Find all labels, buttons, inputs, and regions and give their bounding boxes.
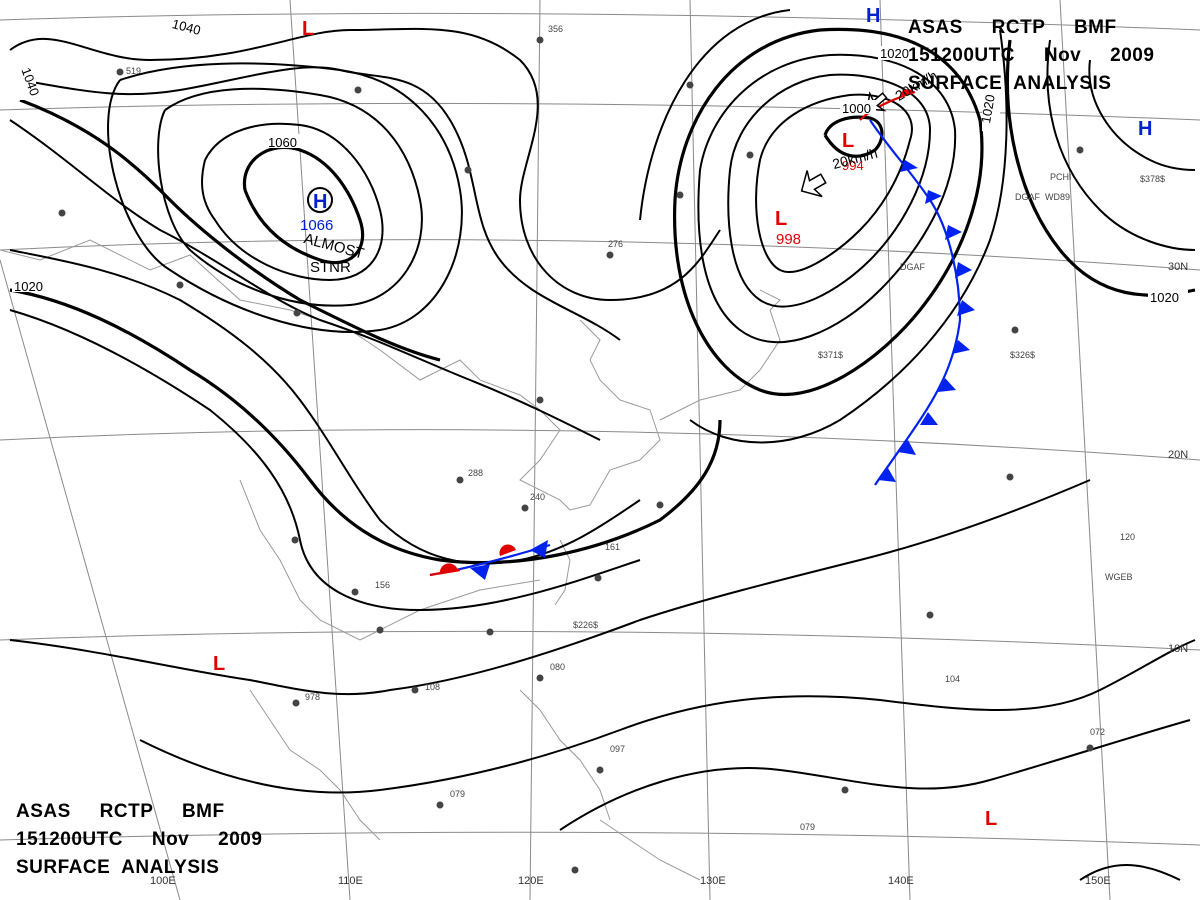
high-center-note: STNR xyxy=(310,259,351,276)
isobar-label: 1020 xyxy=(14,279,43,294)
svg-text:276: 276 xyxy=(608,239,623,249)
station-code: $378$ xyxy=(1140,174,1165,184)
svg-text:288: 288 xyxy=(468,468,483,478)
station-codes: DGAF DGAF PCHI WD89 WGEB $371$ $378$ $32… xyxy=(573,172,1165,630)
station-plots: 519 356 276 288 240 161 156 978 108 080 097 07… xyxy=(58,24,1135,874)
svg-text:156: 156 xyxy=(375,580,390,590)
station-code: $226$ xyxy=(573,620,598,630)
svg-text:120: 120 xyxy=(1120,532,1135,542)
isobar-label: 1020 xyxy=(880,46,909,61)
station-code: $326$ xyxy=(1010,350,1035,360)
high-center-symbol: H xyxy=(1138,118,1152,140)
station-code: DGAF xyxy=(1015,192,1041,202)
low-center-symbol: L xyxy=(775,208,787,230)
low-center-symbol: L xyxy=(213,653,225,675)
isobar-label: 1020 xyxy=(978,93,998,124)
station-code: PCHI xyxy=(1050,172,1072,182)
isobar-label: 1020 xyxy=(1150,290,1179,305)
station-code: DGAF xyxy=(900,262,926,272)
longitude-label: 130E xyxy=(700,875,726,887)
header-line-3: SURFACE ANALYSIS xyxy=(16,857,220,878)
grid-labels: 30N 20N 10N 100E 110E 120E 130E 140E 150… xyxy=(150,261,1188,887)
longitude-label: 120E xyxy=(518,875,544,887)
low-center-symbol: L xyxy=(985,808,997,830)
svg-text:097: 097 xyxy=(610,744,625,754)
isobar-labels: 1040 1040 1060 1020 1000 1020 1020 1020 xyxy=(12,16,1188,305)
svg-text:108: 108 xyxy=(425,682,440,692)
high-center-symbol: H xyxy=(866,5,880,27)
isobars xyxy=(9,9,1196,881)
svg-text:978: 978 xyxy=(305,692,320,702)
low-center-value: 994 xyxy=(842,158,864,173)
latitude-label: 10N xyxy=(1168,643,1188,655)
longitude-label: 110E xyxy=(338,875,363,887)
header-line-2: 151200UTC Nov 2009 xyxy=(908,45,1155,66)
svg-text:240: 240 xyxy=(530,492,545,502)
svg-text:161: 161 xyxy=(605,542,620,552)
svg-text:079: 079 xyxy=(800,822,815,832)
station-code: $371$ xyxy=(818,350,843,360)
low-center-symbol: L xyxy=(302,18,314,40)
svg-text:079: 079 xyxy=(450,789,465,799)
high-center-symbol: H xyxy=(313,191,327,213)
svg-text:104: 104 xyxy=(945,674,960,684)
svg-text:072: 072 xyxy=(1090,727,1105,737)
latitude-label: 20N xyxy=(1168,449,1188,461)
header-line-1: ASAS RCTP BMF xyxy=(908,17,1117,38)
cold-front xyxy=(429,119,975,580)
svg-text:080: 080 xyxy=(550,662,565,672)
latitude-label: 30N xyxy=(1168,261,1188,273)
header-line-2: 151200UTC Nov 2009 xyxy=(16,829,263,850)
longitude-label: 140E xyxy=(888,875,914,887)
station-code: WD89 xyxy=(1045,192,1070,202)
low-center-symbol: L xyxy=(842,130,854,152)
svg-text:519: 519 xyxy=(126,66,141,76)
high-center-value: 1066 xyxy=(300,217,333,234)
station-code: WGEB xyxy=(1105,572,1133,582)
isobar-label: 1000 xyxy=(842,101,871,116)
coastlines xyxy=(0,239,781,881)
svg-text:356: 356 xyxy=(548,24,563,34)
header-line-3: SURFACE ANALYSIS xyxy=(908,73,1112,94)
longitude-label: 100E xyxy=(150,875,176,887)
low-center-value: 998 xyxy=(776,231,801,248)
isobar-label: 1060 xyxy=(268,135,297,150)
isobar-label: 1040 xyxy=(170,16,202,38)
longitude-label: 150E xyxy=(1085,875,1111,887)
header-line-1: ASAS RCTP BMF xyxy=(16,801,225,822)
